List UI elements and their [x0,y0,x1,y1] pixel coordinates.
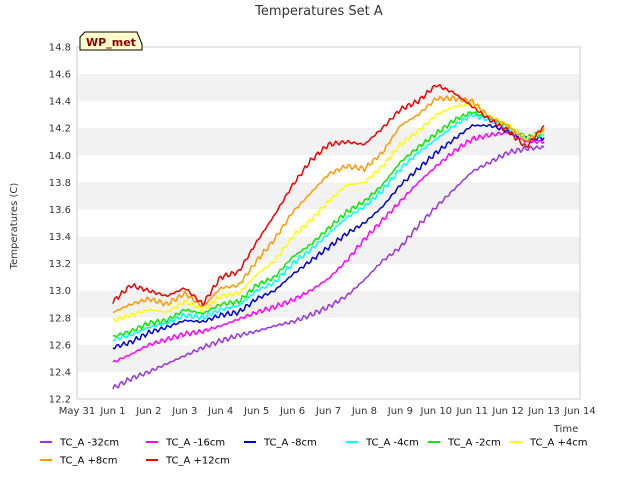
y-tick-label: 14.4 [49,97,71,108]
legend-label: TC_A -8cm [263,438,317,449]
legend-item: TC_A -2cm [428,438,501,449]
grid-band [77,182,580,210]
y-tick-label: 13.6 [49,205,71,216]
y-tick-label: 14.2 [49,124,71,135]
y-tick-label: 14.8 [49,43,71,54]
x-tick-label: Jun 13 [527,406,560,417]
y-tick-label: 13.2 [49,259,71,270]
x-tick-label: Jun 5 [243,406,269,417]
plot-frame [76,46,581,400]
y-tick-label: 12.2 [49,395,71,406]
legend-item: TC_A +8cm [40,456,118,467]
series-line-tc-a-8cm [112,123,545,350]
series-line-tc-a-4cm [112,101,545,323]
series-line-tc-a-4cm [112,112,545,342]
y-tick-label: 12.4 [49,367,71,378]
x-tick-label: Jun 9 [387,406,413,417]
y-tick-label: 14.6 [49,70,71,81]
legend: TC_A -32cm TC_A -16cm TC_A -8cm TC_A -4cm TC… [40,438,588,467]
y-tick-label: 13.8 [49,178,71,189]
y-tick-label: 13.0 [49,286,71,297]
x-tick-label: Jun 11 [455,406,488,417]
x-tick-label: Jun 1 [99,406,125,417]
series-line-tc-a-32cm [112,145,545,390]
legend-item: TC_A -4cm [346,438,419,449]
grid-band [77,128,580,156]
x-tick-label: Jun 12 [491,406,524,417]
x-tick-label: Jun 6 [279,406,305,417]
x-tick-label: Jun 3 [171,406,197,417]
series-lines [112,83,545,390]
chart-title: Temperatures Set A [254,4,383,19]
x-tick-labels: May 31 Jun 1 Jun 2 Jun 3 Jun 4 Jun 5 Jun 6 Jun … [59,406,596,417]
y-tick-label: 12.6 [49,340,71,351]
badge-shape [79,31,143,51]
legend-label: TC_A -2cm [447,438,501,449]
x-axis-label: Time [553,424,578,435]
grid-bands [77,74,580,372]
series-line-tc-a-16cm [112,130,545,363]
grid-band [77,74,580,102]
x-tick-label: May 31 [59,406,96,417]
wp-met-badge: WP_met [79,31,143,51]
x-tick-label: Jun 8 [351,406,377,417]
legend-label: TC_A -16cm [165,438,225,449]
legend-label: TC_A +12cm [165,456,230,467]
x-tick-label: Jun 14 [563,406,596,417]
badge-label: WP_met [86,36,136,49]
legend-item: TC_A +4cm [510,438,588,449]
y-tick-label: 13.4 [49,232,71,243]
y-tick-labels: 12.2 12.4 12.6 12.8 13.0 13.2 13.4 13.6 13.8 14.0… [49,43,71,406]
legend-item: TC_A -8cm [244,438,317,449]
legend-item: TC_A -32cm [40,438,119,449]
x-tick-label: Jun 4 [207,406,233,417]
legend-label: TC_A -32cm [59,438,119,449]
legend-item: TC_A +12cm [146,456,230,467]
legend-label: TC_A +4cm [529,438,588,449]
y-axis-label: Temperatures (C) [9,183,20,271]
legend-label: TC_A +8cm [59,456,118,467]
x-tick-label: Jun 2 [135,406,161,417]
legend-item: TC_A -16cm [146,438,225,449]
legend-label: TC_A -4cm [365,438,419,449]
x-tick-label: Jun 10 [420,406,453,417]
series-line-tc-a-8cm [112,95,545,313]
y-tick-label: 14.0 [49,151,71,162]
series-line-tc-a-12cm [112,83,545,307]
series-line-tc-a-2cm [112,111,545,338]
x-tick-label: Jun 7 [315,406,341,417]
y-tick-label: 12.8 [49,313,71,324]
